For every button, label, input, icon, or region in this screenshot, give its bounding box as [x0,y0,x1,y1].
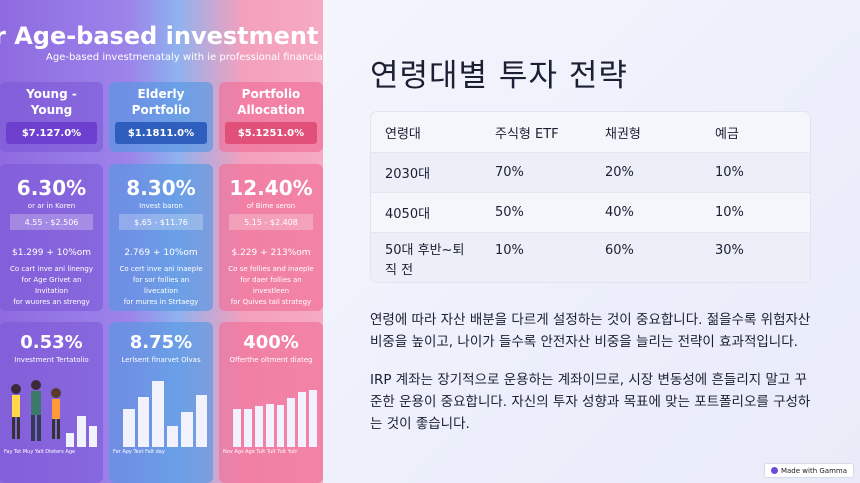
people-illustration [11,380,61,441]
table-header-cell: 예금 [701,112,810,152]
bar [254,406,263,447]
column-header: Portfolio Allocation [237,87,305,117]
slide-content: 연령대별 투자 전략 연령대 주식형 ETF 채권형 예금 2030대 70% … [323,0,860,483]
rate-value: 12.40% [229,176,313,200]
column-pill: $5.1251.0% [225,122,317,144]
table-row: 4050대 50% 40% 10% [371,192,810,232]
bar [77,415,86,447]
rate-caption: Invest baron [139,202,183,210]
column-header: Elderly Portfolio [131,87,191,117]
table-cell: 20% [591,152,701,192]
column-header: Young - Young [26,87,77,117]
range-box: 5.15 - $2.408 [229,214,313,230]
bar [152,380,164,447]
table-cell: 10% [481,232,591,282]
amount-text: 2.769 + 10%om [124,248,198,258]
column-pill: $1.1811.0% [115,122,207,144]
description-text: Co cert inve ani inaeple for sor follies… [119,265,203,306]
column-allocation-stats: 12.40% of Bime seron 5.15 - $2.408 $.229… [219,164,323,311]
rate-value: 8.30% [126,176,196,200]
stat-value: 400% [243,332,299,353]
amount-text: $1.299 + 10%om [11,248,92,258]
x-axis-labels: Fer Apy Text Falt day [113,449,165,455]
table-cell: 50% [481,192,591,232]
infographic-subtitle: Age-based investmenataly with ie profess… [46,52,323,63]
column-allocation-header: Portfolio Allocation $5.1251.0% [219,82,323,152]
table-cell: 70% [481,152,591,192]
description-text: Co se follies and inaeple for daer folli… [228,265,314,306]
column-elderly-chart: 8.75% Lerlsent finarvet Olvas Fer Apy Te… [109,322,213,483]
body-paragraph: IRP 계좌는 장기적으로 운용하는 계좌이므로, 시장 변동성에 흔들리지 말… [370,372,811,432]
x-axis-labels: Fay Tet Muy Yalt Dteters Age [4,449,76,455]
range-box: 4.55 - $2.506 [10,214,93,230]
table-header-cell: 채권형 [591,112,701,152]
stat-value: 8.75% [129,332,193,353]
table-cell: 4050대 [371,192,481,232]
x-axis-labels: Nov Ags Age Tult Tult Tult Yutr [223,449,298,455]
range-box: $.65 - $11.76 [119,214,203,230]
column-young-chart: 0.53% Investment Tertatolio Fay Tet Muy … [0,322,103,483]
bar [137,396,149,447]
gamma-logo-icon [770,467,778,474]
table-cell: 40% [591,192,701,232]
bar [233,408,241,447]
stat-value: 0.53% [20,332,83,353]
column-elderly-header: Elderly Portfolio $1.1811.0% [109,82,213,152]
column-allocation-chart: 400% Offerthe oltment diateg Nov Ags Age… [219,322,323,483]
bar [309,389,317,447]
stat-caption: Investment Tertatolio [14,356,89,364]
rate-value: 6.30% [16,176,87,200]
stat-caption: Offerthe oltment diateg [229,356,313,364]
table-header-row: 연령대 주식형 ETF 채권형 예금 [371,112,810,152]
made-with-gamma-badge[interactable]: Made with Gamma [763,463,854,478]
allocation-table: 연령대 주식형 ETF 채권형 예금 2030대 70% 20% 10% 405… [370,111,811,283]
bar [195,394,207,447]
column-young-header: Young - Young $7.127.0% [0,82,103,152]
infographic-title: r Age-based investment strateg [0,22,323,50]
table-row: 2030대 70% 20% 10% [371,152,810,192]
bar [123,408,135,447]
bar [181,412,193,447]
stat-caption: Lerlsent finarvet Olvas [121,356,201,364]
table-row: 50대 후반~퇴직 전 10% 60% 30% [371,232,810,282]
bar [298,392,307,447]
column-young-stats: 6.30% or ar in Koren 4.55 - $2.506 $1.29… [0,164,103,311]
table-cell: 10% [701,192,810,232]
bar-chart [233,377,317,447]
bar-chart [123,377,207,447]
rate-caption: of Bime seron [246,202,296,210]
bar [276,405,285,447]
bar-chart [66,377,97,447]
badge-label: Made with Gamma [780,466,847,475]
column-elderly-stats: 8.30% Invest baron $.65 - $11.76 2.769 +… [109,164,213,311]
bar [66,433,75,447]
table-cell: 60% [591,232,701,282]
table-cell: 2030대 [371,152,481,192]
table-header-cell: 주식형 ETF [481,112,591,152]
bar [265,403,274,447]
table-cell: 50대 후반~퇴직 전 [371,232,481,282]
infographic-image: r Age-based investment strateg Age-based… [0,0,323,483]
bar [166,426,178,447]
bar [88,426,97,447]
table-header-cell: 연령대 [371,112,481,152]
bar [243,408,252,447]
body-paragraph: 연령에 따라 자산 배분을 다르게 설정하는 것이 중요합니다. 젊을수록 위험… [370,312,811,350]
table-cell: 30% [701,232,810,282]
description-text: Co cart inve ani linengy for Age Grivet … [10,265,93,306]
column-pill: $7.127.0% [6,122,97,144]
table-cell: 10% [701,152,810,192]
slide-title: 연령대별 투자 전략 [370,58,628,94]
amount-text: $.229 + 213%om [231,248,311,258]
bar [287,398,296,447]
rate-caption: or ar in Koren [27,202,76,210]
